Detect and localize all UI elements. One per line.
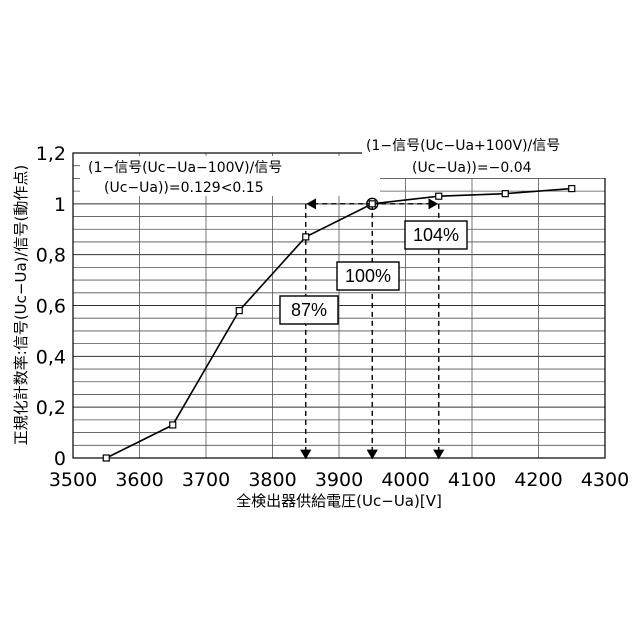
data-points [102, 184, 576, 462]
y-axis-title: 正規化計数率:信号(Uc−Ua)/信号(動作点) [12, 165, 30, 445]
data-point [368, 200, 376, 208]
percent-label-text: 87% [291, 300, 327, 320]
plot-frame [72, 152, 606, 459]
data-point [102, 454, 110, 462]
annotation-right-bg [362, 132, 622, 178]
y-tick-label: 0,2 [36, 397, 66, 419]
y-tick-label: 0,8 [36, 245, 66, 267]
data-point [235, 306, 243, 315]
y-tick-label: 0,4 [36, 346, 66, 368]
y-tick-label: 1,2 [36, 143, 66, 165]
annotation-left-line1: (1−信号(Uc−Ua−100V)/信号 [88, 160, 282, 176]
guide-lines [300, 198, 445, 460]
series-line [105, 187, 572, 459]
x-tick-label: 3700 [182, 469, 230, 491]
percent-label-text: 100% [345, 266, 391, 286]
y-tick-label: 1 [54, 194, 66, 216]
x-tick-label: 4200 [514, 469, 562, 491]
x-tick-label: 3500 [49, 469, 97, 491]
data-point [501, 190, 509, 198]
annotation-left-line2: (Uc−Ua))=0.129<0.15 [104, 180, 264, 196]
data-point [435, 192, 443, 200]
x-tick-label: 4100 [448, 469, 496, 491]
x-tick-label: 3900 [315, 469, 363, 491]
x-tick-label: 4300 [581, 469, 629, 491]
y-tick-labels: 0 0,2 0,4 0,6 0,8 1 1,2 [36, 143, 66, 470]
x-tick-label: 3600 [115, 469, 163, 491]
annotations: (1−信号(Uc−Ua−100V)/信号 (Uc−Ua))=0.129<0.15 (… [80, 132, 622, 196]
x-tick-label: 3800 [248, 469, 296, 491]
x-tick-labels: 3500 3600 3700 3800 3900 4000 4100 4200 4300 [49, 469, 629, 491]
percent-label-box [404, 220, 468, 250]
y-tick-label: 0,6 [36, 296, 66, 318]
percent-label-box [336, 261, 400, 291]
percent-labels: 87% 100% 104% [279, 220, 468, 325]
annotation-left-bg [80, 156, 380, 196]
data-point [302, 233, 310, 241]
x-axis-title: 全検出器供給電圧(Uc−Ua)[V] [236, 492, 442, 510]
x-tick-label: 4000 [381, 469, 429, 491]
data-point [568, 184, 576, 193]
annotation-right-line1: (1−信号(Uc−Ua+100V)/信号 [366, 138, 560, 154]
grid [73, 153, 605, 458]
annotation-right-line2: (Uc−Ua))=−0.04 [412, 160, 532, 176]
percent-label-text: 104% [413, 225, 459, 245]
operating-point-circle [366, 197, 379, 211]
percent-label-box [279, 295, 339, 325]
y-tick-label: 0 [54, 448, 66, 470]
data-point [169, 421, 177, 429]
